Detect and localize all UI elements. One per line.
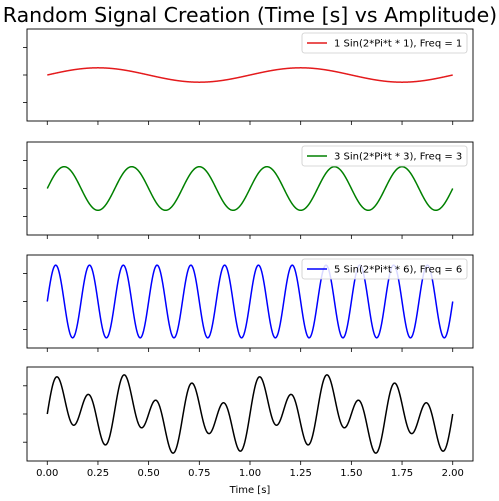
x-tick-label: 0.50 [138,468,160,479]
subplot-2: 3 Sin(2*Pi*t * 3), Freq = 3 [23,141,474,239]
subplots: 1 Sin(2*Pi*t * 1), Freq = 1 3 Sin(2*Pi*t … [23,28,474,479]
x-tick-label: 0.00 [36,468,58,479]
subplot-3: 5 Sin(2*Pi*t * 6), Freq = 6 [23,254,474,352]
legend: 5 Sin(2*Pi*t * 6), Freq = 6 [301,258,468,280]
legend-box [301,145,468,167]
x-tick-label: 0.25 [87,468,109,479]
legend-box [301,32,468,54]
figure-title: Random Signal Creation (Time [s] vs Ampl… [3,3,497,27]
legend-label: 5 Sin(2*Pi*t * 6), Freq = 6 [334,265,462,276]
x-tick-label: 1.75 [391,468,413,479]
legend-box [301,258,468,280]
legend-label: 3 Sin(2*Pi*t * 3), Freq = 3 [334,152,462,163]
signal-line [46,165,454,212]
x-axis-label: Time [s] [229,485,271,496]
x-tick-label: 0.75 [188,468,210,479]
x-tick-label: 1.50 [340,468,362,479]
legend-label: 1 Sin(2*Pi*t * 1), Freq = 1 [334,39,462,50]
subplot-1: 1 Sin(2*Pi*t * 1), Freq = 1 [23,28,474,125]
x-tick-label: 2.00 [442,468,464,479]
legend: 3 Sin(2*Pi*t * 3), Freq = 3 [301,145,468,167]
x-tick-label: 1.00 [239,468,261,479]
subplot-4: 0.00 0.25 0.50 0.75 1.00 1.25 1.50 1.75 2.00 [23,366,474,479]
signal-line [47,67,453,83]
signal-line [46,374,454,454]
signal-line [46,264,454,339]
legend: 1 Sin(2*Pi*t * 1), Freq = 1 [301,32,468,54]
x-tick-label: 1.25 [290,468,312,479]
